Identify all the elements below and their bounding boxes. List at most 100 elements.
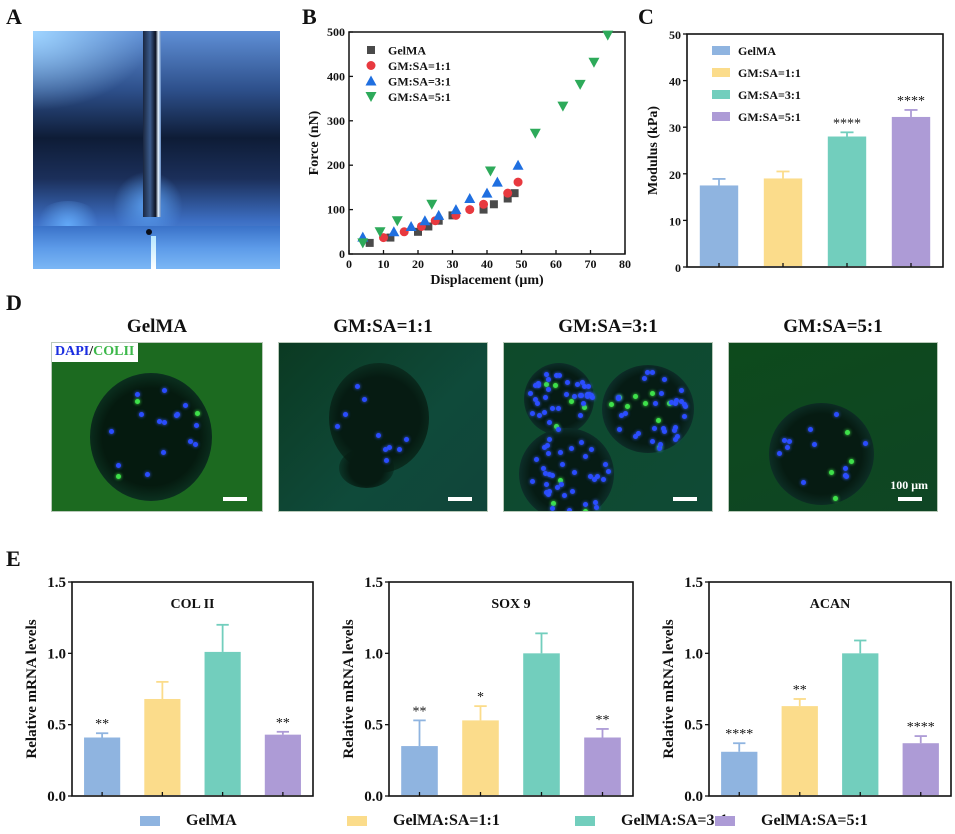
scale-bar-label: 100 μm xyxy=(890,478,928,492)
nucleus-dot xyxy=(354,384,360,390)
nucleus-dot xyxy=(776,450,782,456)
nucleus-dot xyxy=(848,459,854,465)
nucleus-dot xyxy=(115,462,121,468)
panel-letter-b: B xyxy=(302,4,317,29)
x-tick-label: 60 xyxy=(550,257,562,271)
data-point xyxy=(365,238,374,247)
data-point xyxy=(465,205,475,215)
panel-letter-e: E xyxy=(6,546,21,571)
nucleus-dot xyxy=(144,471,150,477)
nucleus-dot xyxy=(571,470,577,476)
significance-label: **** xyxy=(725,727,753,742)
data-point xyxy=(391,216,403,227)
micrograph-title-1-1: GM:SA=1:1 xyxy=(333,316,433,337)
y-axis-label: Relative mRNA levels xyxy=(24,619,40,758)
data-point xyxy=(419,215,431,226)
nucleus-dot xyxy=(585,394,591,400)
data-point xyxy=(491,176,503,187)
data-point xyxy=(386,233,395,242)
nucleus-dot xyxy=(564,512,569,513)
y-tick-label: 0.5 xyxy=(364,718,383,734)
nucleus-dot xyxy=(672,425,678,431)
plot-frame xyxy=(708,581,952,797)
y-tick-label: 0 xyxy=(675,261,681,275)
nucleus-dot xyxy=(529,478,535,484)
y-tick-label: 1.5 xyxy=(364,575,383,591)
data-point xyxy=(414,227,422,236)
nucleus-dot xyxy=(534,401,540,407)
legend-label: GM:SA=3:1 xyxy=(388,75,451,89)
nucleus-dot xyxy=(581,401,587,407)
nucleus-dot xyxy=(564,391,570,397)
nucleus-dot xyxy=(679,388,685,394)
data-point xyxy=(424,222,433,231)
nucleus-dot xyxy=(549,406,555,412)
significance-label: ** xyxy=(793,683,807,698)
nucleus-dot xyxy=(616,427,622,433)
y-tick-label: 0.0 xyxy=(47,789,66,805)
nucleus-dot xyxy=(594,474,600,480)
nucleus-dot xyxy=(175,412,181,418)
nucleus-dot xyxy=(807,427,813,433)
nucleus-dot xyxy=(554,423,560,429)
plot-frame xyxy=(686,33,944,268)
y-tick-label: 0.5 xyxy=(47,718,66,734)
nucleus-dot xyxy=(618,413,624,419)
significance-label: **** xyxy=(833,116,861,131)
nucleus-dot xyxy=(844,429,850,435)
data-point xyxy=(602,30,614,41)
bar xyxy=(842,653,879,795)
nucleus-dot xyxy=(636,431,642,437)
nucleus-dot xyxy=(668,399,674,405)
nucleus-dot xyxy=(570,489,576,495)
nucleus-dot xyxy=(682,402,688,408)
nucleus-dot xyxy=(644,369,650,375)
nucleus-dot xyxy=(545,376,551,382)
nucleus-dot xyxy=(156,419,162,425)
nucleus-dot xyxy=(361,397,367,403)
significance-label: * xyxy=(477,690,484,705)
bar xyxy=(891,116,931,266)
bar xyxy=(204,651,241,795)
bar xyxy=(401,746,438,795)
data-point xyxy=(426,199,438,210)
data-point xyxy=(434,216,443,225)
data-point xyxy=(405,220,417,231)
y-tick-label: 0 xyxy=(339,247,345,261)
nucleus-dot xyxy=(161,388,167,394)
nucleus-dot xyxy=(546,387,552,392)
data-point xyxy=(484,166,496,177)
nucleus-dot xyxy=(582,508,588,511)
nucleus-dot xyxy=(681,414,687,420)
nucleus-dot xyxy=(672,437,678,443)
nucleus-dot xyxy=(193,423,199,429)
nucleus-dot xyxy=(160,450,166,456)
plot-frame xyxy=(388,581,634,797)
y-axis-label: Force (nN) xyxy=(307,110,322,175)
nucleus-dot xyxy=(547,437,553,443)
significance-label: ** xyxy=(95,717,109,732)
nucleus-dot xyxy=(603,462,609,468)
legend-label: GM:SA=5:1 xyxy=(738,110,801,124)
micrograph-title-5-1: GM:SA=5:1 xyxy=(783,316,883,337)
x-tick-label: 30 xyxy=(447,257,459,271)
spheroid xyxy=(90,373,212,501)
nucleus-dot xyxy=(396,446,402,452)
legend-swatch xyxy=(715,816,735,826)
nucleus-dot xyxy=(383,447,389,453)
nucleus-dot xyxy=(633,394,639,400)
legend-label: GM:SA=1:1 xyxy=(738,66,801,80)
nucleus-dot xyxy=(601,476,607,482)
nucleus-dot xyxy=(661,426,666,432)
nucleus-dot xyxy=(535,383,541,389)
nucleus-dot xyxy=(537,412,543,418)
nucleus-dot xyxy=(343,412,349,418)
nucleus-dot xyxy=(574,381,580,387)
y-axis-label: Relative mRNA levels xyxy=(661,619,677,758)
micrograph-title-gelma: GelMA xyxy=(126,316,188,337)
nucleus-dot xyxy=(550,472,556,478)
bar xyxy=(902,743,939,795)
micrograph-1-1 xyxy=(278,342,488,512)
legend-item-1-1: GelMA:SA=1:1 xyxy=(347,812,500,830)
data-point xyxy=(503,188,513,198)
